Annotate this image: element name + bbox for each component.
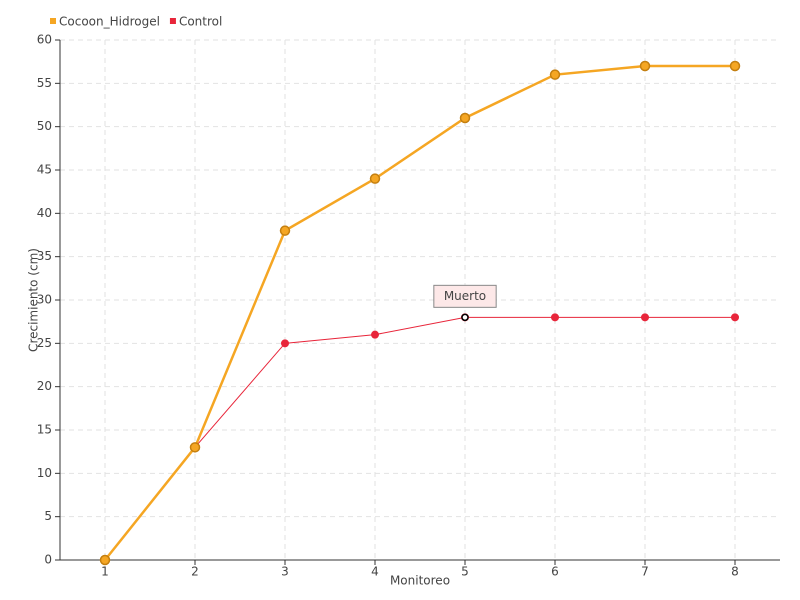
x-axis-label: Monitoreo: [390, 574, 450, 588]
annotation-text: Muerto: [444, 289, 486, 303]
data-point: [551, 313, 559, 322]
y-tick-label: 45: [37, 163, 52, 177]
y-tick-label: 50: [37, 119, 52, 133]
y-tick-label: 20: [37, 379, 52, 393]
data-point: [99, 554, 111, 566]
legend-label: Control: [179, 15, 222, 29]
x-tick-label: 4: [371, 565, 379, 579]
legend-label: Cocoon_Hidrogel: [59, 15, 160, 29]
x-tick-label: 1: [101, 565, 109, 579]
y-tick-label: 10: [37, 466, 52, 480]
y-tick-label: 55: [37, 76, 52, 90]
data-point: [281, 339, 289, 348]
data-point: [549, 69, 561, 80]
x-tick-label: 8: [731, 565, 739, 579]
data-point: [279, 225, 291, 236]
y-tick-label: 5: [44, 509, 52, 523]
annotation-point: [461, 313, 469, 322]
legend-swatch: [169, 18, 176, 24]
y-tick-label: 35: [37, 249, 52, 263]
data-point: [189, 442, 201, 453]
y-tick-label: 40: [37, 206, 52, 220]
data-point: [459, 112, 471, 124]
y-tick-label: 15: [37, 423, 52, 437]
annotation: Muerto: [433, 284, 497, 308]
x-tick-label: 5: [461, 565, 469, 579]
data-point: [731, 313, 739, 322]
annotation-box: [433, 284, 497, 308]
data-point: [729, 60, 741, 72]
data-point: [641, 313, 649, 322]
y-axis-label: Crecimiento (cm): [27, 248, 41, 352]
y-tick-label: 0: [44, 553, 52, 567]
x-tick-label: 6: [551, 565, 559, 579]
x-tick-label: 7: [641, 565, 649, 579]
data-point: [369, 173, 381, 184]
y-tick-label: 25: [37, 336, 52, 350]
y-tick-label: 60: [37, 33, 52, 47]
x-tick-label: 2: [191, 565, 199, 579]
data-point: [639, 60, 651, 72]
data-point: [371, 330, 379, 339]
x-tick-label: 3: [281, 565, 289, 579]
series-line: [104, 64, 735, 561]
series-line: [104, 316, 735, 561]
y-tick-label: 30: [37, 293, 52, 307]
legend-swatch: [50, 18, 56, 24]
